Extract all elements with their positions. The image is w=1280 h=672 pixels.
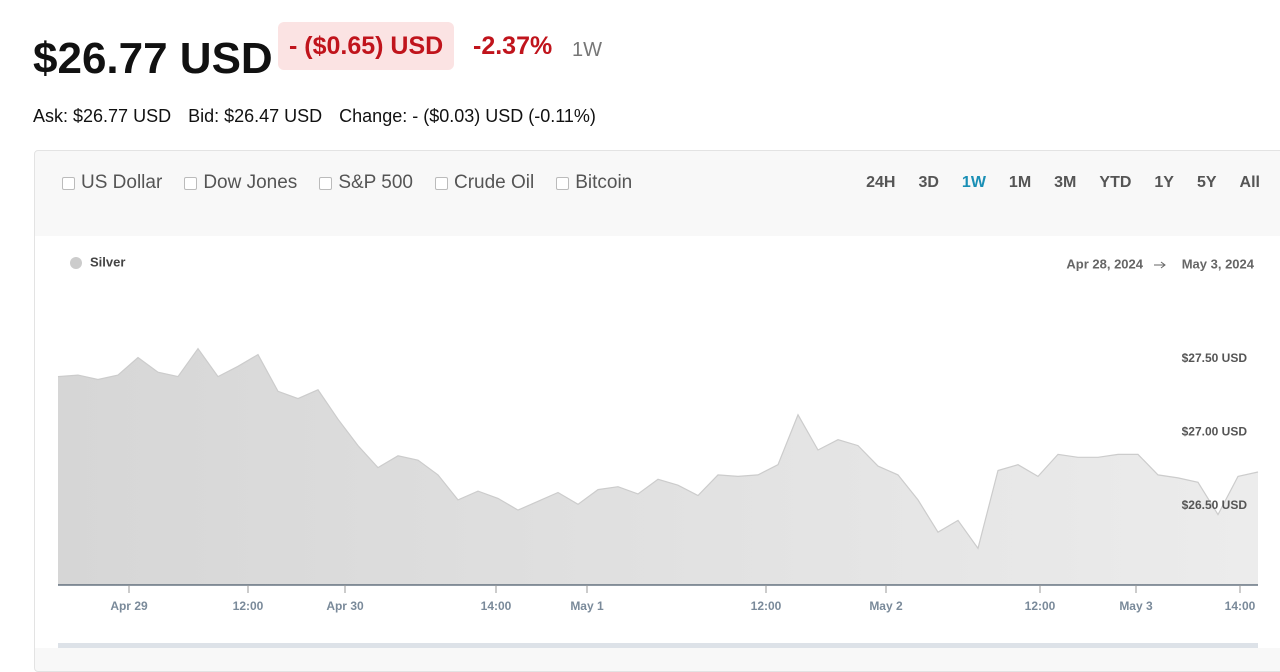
compare-options: US Dollar Dow Jones S&P 500 Crude Oil Bitcoi… [62,172,632,194]
legend-label: Silver [90,254,125,269]
compare-option[interactable]: S&P 500 [319,172,413,194]
date-to: May 3, 2024 [1182,256,1255,271]
navigator [58,643,1258,648]
x-tick-label: 12:00 [1025,599,1056,613]
range-button[interactable]: 1W [961,174,986,191]
range-button[interactable]: 5Y [1196,174,1217,191]
compare-option[interactable]: US Dollar [62,172,162,194]
change-percent: -2.37% [473,32,553,60]
price: $26.77 USD [33,34,273,83]
compare-option[interactable]: Dow Jones [184,172,297,194]
area [58,348,1258,585]
compare-label: US Dollar [81,172,163,193]
chart: Silver Apr 28, 2024 May 3, 2024 $26.50 U… [57,254,1259,648]
legend-swatch [70,257,82,269]
page: $26.77 USD - ($0.65) USD -2.37% 1W Ask: … [33,22,1280,672]
line [57,347,1259,550]
x-tick-label: May 3 [1119,599,1153,613]
compare-option[interactable]: Bitcoin [556,172,632,194]
x-tick-label: May 2 [869,599,903,613]
checkbox[interactable] [556,176,570,190]
x-tick-label: Apr 29 [110,599,148,613]
range-button[interactable]: 24H [866,174,896,191]
compare-label: S&P 500 [338,172,413,193]
x-tick-label: 14:00 [481,599,512,613]
compare-label: Dow Jones [203,172,298,193]
checkbox[interactable] [62,176,75,190]
compare-option[interactable]: Crude Oil [434,172,535,194]
date-from: Apr 28, 2024 [1066,256,1143,271]
x-tick-label: 14:00 [1225,599,1256,613]
range-button[interactable]: All [1239,174,1260,191]
y-tick-label: $26.50 USD [1182,498,1248,512]
range-button[interactable]: 1Y [1154,174,1174,191]
period: 1W [572,39,602,61]
y-tick-label: $27.50 USD [1182,351,1248,365]
range-button[interactable]: 3D [918,174,939,191]
range-button[interactable]: YTD [1099,174,1132,191]
ask: Ask: $26.77 USD [33,106,172,126]
range-button[interactable]: 3M [1054,174,1077,191]
checkbox[interactable] [434,176,448,190]
quote-details: Ask: $26.77 USD Bid: $26.47 USD Change: … [33,106,596,127]
x-tick-label: 12:00 [233,599,264,613]
checkbox[interactable] [184,176,198,190]
x-tick-label: May 1 [570,599,604,613]
bid: Bid: $26.47 USD [188,106,323,126]
x-tick-label: Apr 30 [326,599,364,613]
day-change: Change: - ($0.03) USD (-0.11%) [339,106,596,126]
compare-label: Bitcoin [575,172,633,193]
date-arrow [1154,261,1166,269]
range-selector: 24H 3D 1W 1M 3M YTD 1Y 5Y All [866,174,1260,192]
price-change: - ($0.65) USD [278,22,455,70]
range-button[interactable]: 1M [1008,174,1032,191]
y-tick-label: $27.00 USD [1182,425,1248,439]
x-tick-label: 12:00 [751,599,782,613]
compare-label: Crude Oil [453,172,535,193]
checkbox[interactable] [319,176,333,190]
